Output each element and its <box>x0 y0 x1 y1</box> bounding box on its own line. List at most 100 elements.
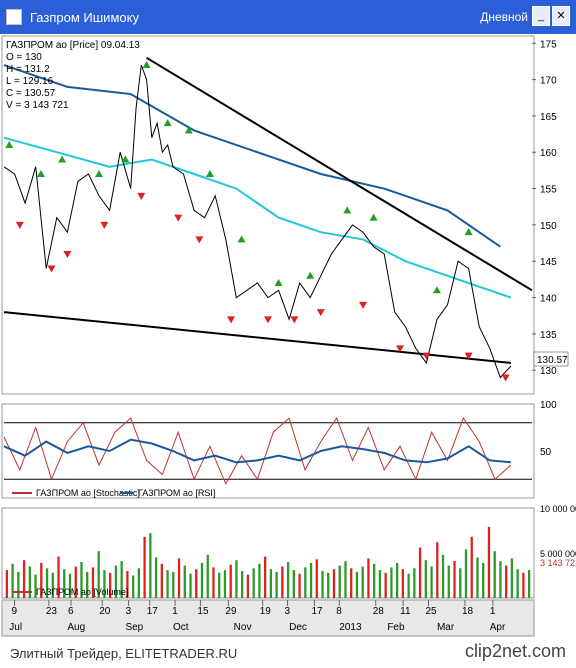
volume-bar <box>68 573 72 598</box>
volume-bar <box>103 570 106 598</box>
volume-bar <box>126 571 129 598</box>
volume-bar <box>229 564 232 598</box>
ohlc-low: L = 129.16 <box>6 76 54 87</box>
volume-bar <box>200 562 204 598</box>
timeframe-label[interactable]: Дневной <box>480 10 528 24</box>
time-tick-label: 3 <box>285 606 291 617</box>
volume-bar <box>263 556 267 598</box>
volume-bar <box>441 554 445 598</box>
close-button[interactable]: ✕ <box>552 6 570 26</box>
buy-signal-arrow <box>464 228 473 236</box>
buy-signal-arrow <box>306 271 315 279</box>
volume-panel <box>1 507 535 599</box>
time-tick-label: 8 <box>336 606 342 617</box>
ma-long-line <box>3 64 501 248</box>
month-label: Aug <box>67 622 85 633</box>
volume-bar <box>275 571 278 598</box>
volume-bar <box>430 566 433 598</box>
price-ytick-label: 145 <box>540 257 557 268</box>
ohlc-name: ГАЗПРОМ ао [Price] 09.04.13 <box>6 40 140 51</box>
rsi-line <box>3 438 511 464</box>
buy-signal-arrow <box>184 126 193 134</box>
month-label: Jul <box>9 622 22 633</box>
time-tick-label: 20 <box>99 606 111 617</box>
minimize-button[interactable]: _ <box>532 6 550 26</box>
volume-bar <box>80 562 83 598</box>
time-tick-label: 19 <box>260 606 272 617</box>
time-tick-label: 25 <box>426 606 438 617</box>
time-tick-label: 3 <box>126 606 132 617</box>
rsi-legend: ГАЗПРОМ ао [RSI] <box>138 488 215 498</box>
volume-bar <box>143 536 146 598</box>
volume-bar <box>470 536 473 598</box>
volume-bar <box>487 526 491 598</box>
volume-bar <box>304 567 307 598</box>
volume-bar <box>395 562 399 598</box>
app-icon <box>6 9 22 25</box>
month-label: Sep <box>125 622 143 633</box>
price-ytick-label: 150 <box>540 221 557 232</box>
time-tick-label: 6 <box>68 606 74 617</box>
month-label: 2013 <box>339 622 362 633</box>
volume-bar <box>453 561 456 598</box>
volume-bar <box>246 574 250 598</box>
volume-bar <box>189 573 192 598</box>
volume-bar <box>40 562 43 598</box>
volume-legend: ГАЗПРОМ ао [Volume] <box>36 587 128 597</box>
volume-bar <box>327 572 330 598</box>
stochastic-legend: ГАЗПРОМ ао [Stochastic] <box>36 488 140 498</box>
window-title: Газпром Ишимоку <box>30 10 139 25</box>
month-label: Oct <box>173 622 189 633</box>
volume-bar <box>57 556 60 598</box>
sell-signal-arrow <box>227 316 236 324</box>
sell-signal-arrow <box>316 309 325 317</box>
month-label: Nov <box>234 622 252 633</box>
volume-bar <box>86 571 89 598</box>
volume-bar <box>447 565 450 598</box>
volume-bar <box>281 566 284 598</box>
volume-bar <box>51 572 54 598</box>
time-tick-label: 28 <box>373 606 385 617</box>
buy-signal-arrow <box>432 286 441 294</box>
ohlc-open: O = 130 <box>6 52 42 63</box>
footer: Элитный Трейдер, ELITETRADER.RU clip2net… <box>0 637 576 668</box>
volume-bar <box>459 568 462 598</box>
volume-bar <box>355 571 359 598</box>
volume-bar <box>235 560 238 598</box>
time-axis-panel <box>1 599 535 637</box>
volume-bar <box>17 571 20 598</box>
buy-signal-arrow <box>343 206 352 214</box>
volume-bar <box>74 566 77 598</box>
sell-signal-arrow <box>264 316 272 324</box>
buy-signal-arrow <box>237 235 246 243</box>
buy-signal-arrow <box>121 155 130 163</box>
price-ytick-label: 170 <box>540 76 557 87</box>
buy-signal-arrow <box>58 155 67 163</box>
volume-bar <box>97 551 100 598</box>
volume-bar <box>309 562 313 598</box>
time-tick-label: 18 <box>462 606 474 617</box>
volume-bar <box>223 570 227 598</box>
volume-bar <box>401 569 405 598</box>
volume-bar <box>510 558 514 598</box>
volume-bar <box>384 572 387 598</box>
title-bar: Газпром Ишимоку Дневной _ ✕ <box>0 0 576 34</box>
volume-bar <box>527 570 531 598</box>
volume-bar <box>28 566 31 598</box>
osc-ytick-label: 100 <box>540 400 557 411</box>
volume-bar <box>120 561 123 598</box>
time-tick-label: 17 <box>147 606 159 617</box>
volume-bar <box>505 565 508 598</box>
price-ytick-label: 140 <box>540 294 557 305</box>
volume-bar <box>315 559 318 598</box>
volume-bar <box>321 571 324 598</box>
price-ytick-label: 160 <box>540 148 557 159</box>
volume-tag: 3 143 721 <box>540 558 576 568</box>
volume-bar <box>172 571 175 598</box>
month-label: Apr <box>490 622 506 633</box>
price-tag: 130.57 <box>537 355 568 366</box>
volume-bar <box>177 558 181 598</box>
volume-bar <box>373 563 376 598</box>
volume-bar <box>206 554 209 598</box>
month-label: Mar <box>437 622 455 633</box>
